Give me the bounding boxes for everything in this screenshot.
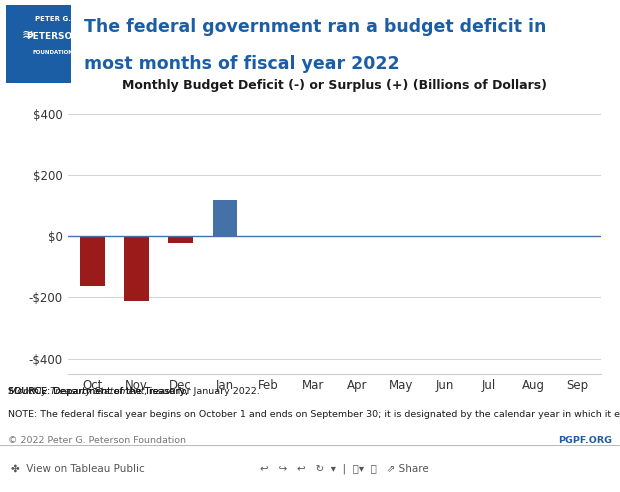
Text: SOURCE: Department of the Treasury,: SOURCE: Department of the Treasury, xyxy=(8,387,191,396)
Text: NOTE: The federal fiscal year begins on October 1 and ends on September 30; it i: NOTE: The federal fiscal year begins on … xyxy=(8,409,620,419)
Text: , issue for January 2022.: , issue for January 2022. xyxy=(144,387,260,396)
Bar xyxy=(169,236,193,243)
Text: ↩   ↪   ↩   ↻  ▾  |  ⬜▾  ⬜   ⇗ Share: ↩ ↪ ↩ ↻ ▾ | ⬜▾ ⬜ ⇗ Share xyxy=(260,463,429,474)
Text: Monthly Treasury Statement: Monthly Treasury Statement xyxy=(9,387,144,396)
Text: PGPF.ORG: PGPF.ORG xyxy=(559,436,613,445)
Bar xyxy=(213,200,237,236)
Bar xyxy=(81,236,105,286)
Text: SOURCE: Department of the Treasury,: SOURCE: Department of the Treasury, xyxy=(8,387,191,396)
Text: © 2022 Peter G. Peterson Foundation: © 2022 Peter G. Peterson Foundation xyxy=(8,436,186,445)
Text: The federal government ran a budget deficit in: The federal government ran a budget defi… xyxy=(84,18,546,35)
FancyBboxPatch shape xyxy=(6,5,71,83)
Text: PETERSON: PETERSON xyxy=(26,32,80,41)
Text: PETER G.: PETER G. xyxy=(35,16,71,22)
Text: FOUNDATION: FOUNDATION xyxy=(33,50,74,55)
Text: most months of fiscal year 2022: most months of fiscal year 2022 xyxy=(84,55,399,73)
Bar xyxy=(125,236,149,301)
Text: ✤  View on Tableau Public: ✤ View on Tableau Public xyxy=(11,463,145,474)
Title: Monthly Budget Deficit (-) or Surplus (+) (Billions of Dollars): Monthly Budget Deficit (-) or Surplus (+… xyxy=(122,79,547,92)
Text: ≋: ≋ xyxy=(21,28,33,42)
